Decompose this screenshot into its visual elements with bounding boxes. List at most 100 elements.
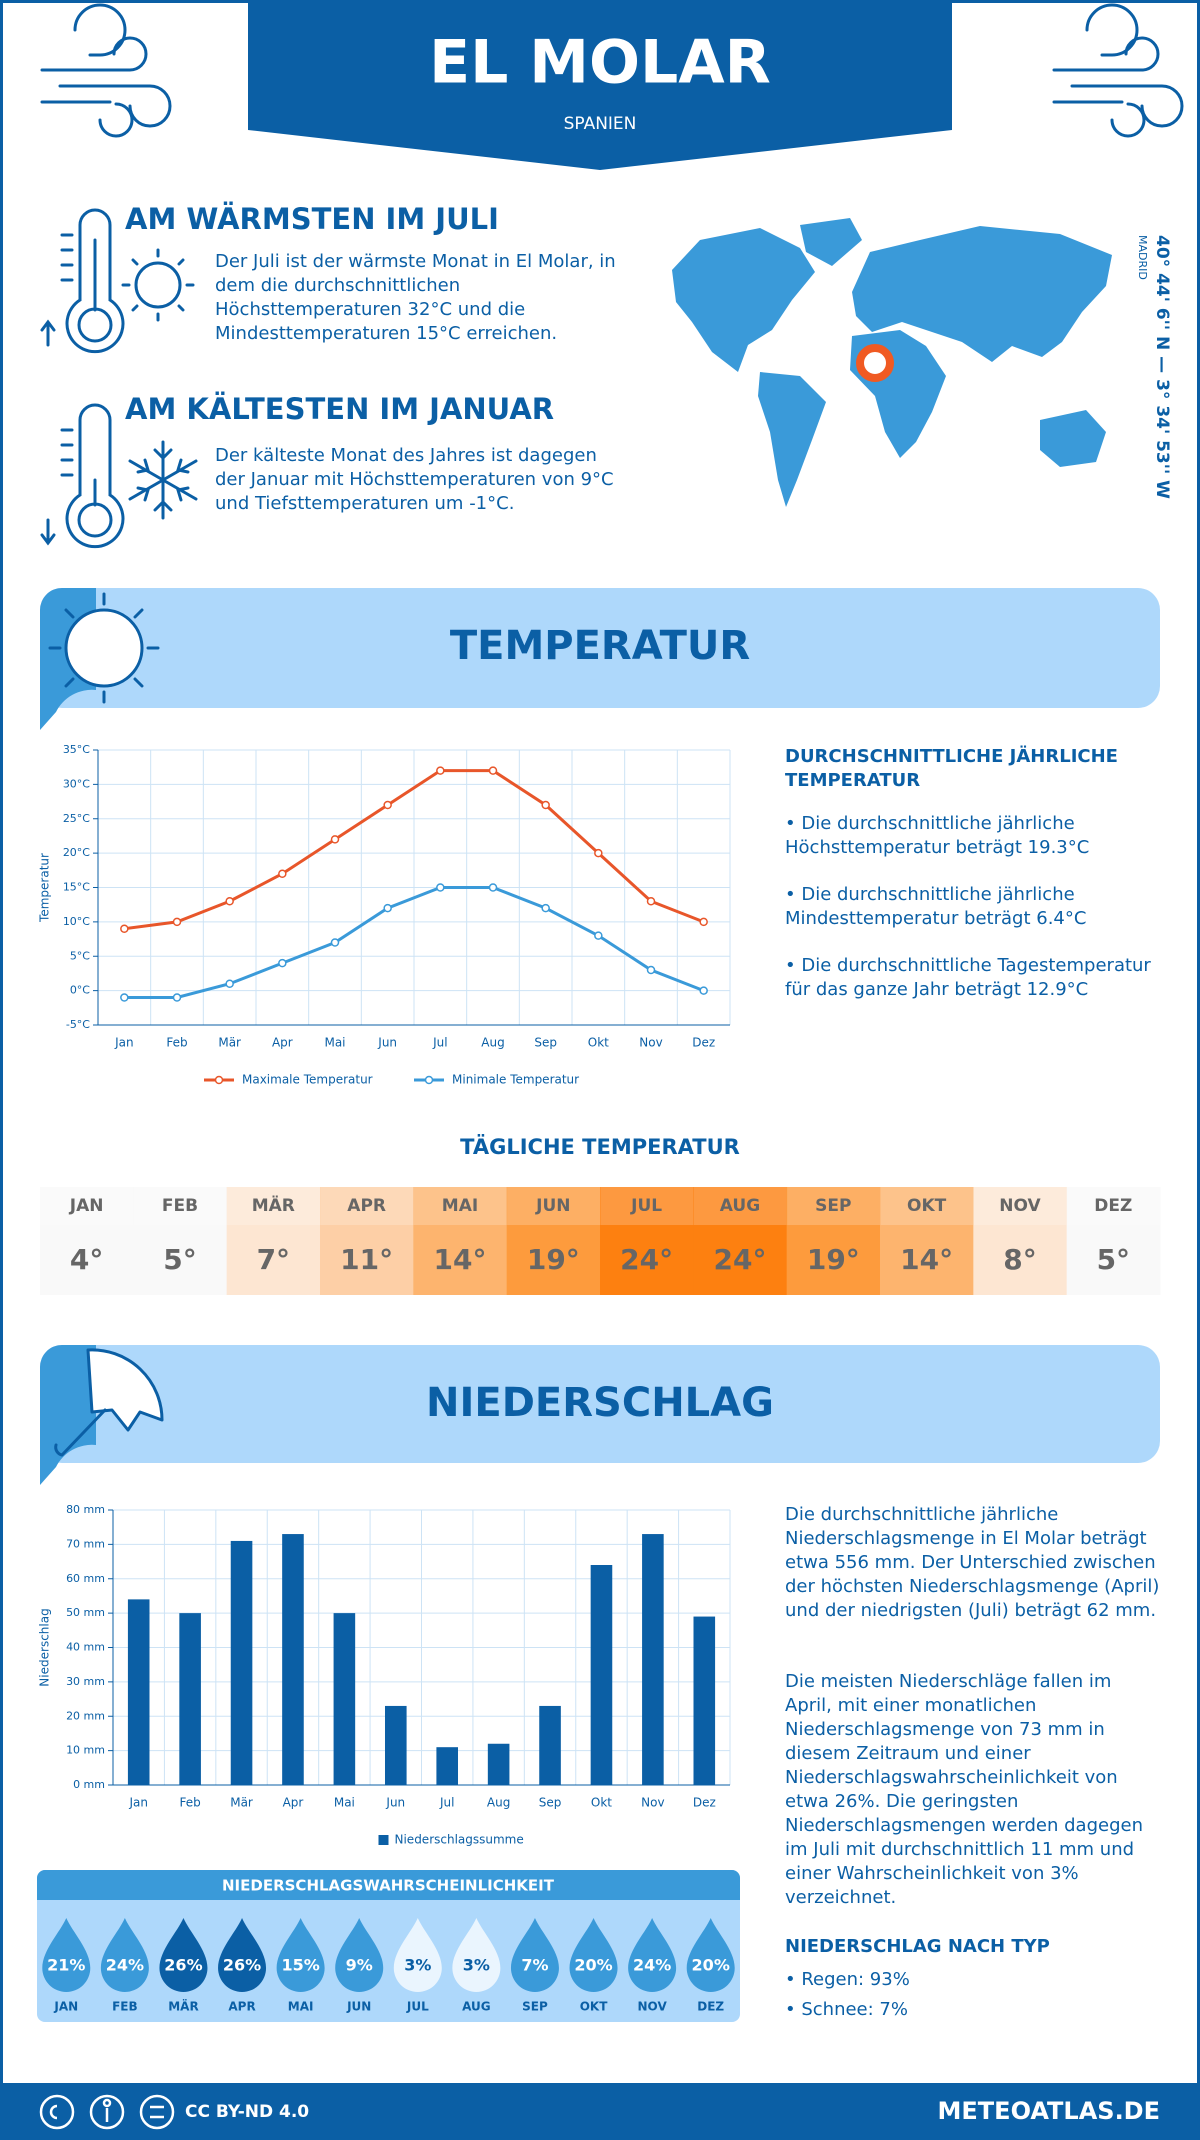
type-heading: NIEDERSCHLAG NACH TYP [785,1936,1050,1957]
annual-item: • Die durchschnittliche jährliche Mindes… [785,884,1087,929]
probability-value: 15% [281,1956,319,1975]
probability-box [37,1870,740,2022]
point [120,993,129,1002]
drop [393,1918,442,1992]
x-tick-label: Jan [128,1796,148,1810]
y-tick-label: 25°C [63,812,90,825]
point [646,897,656,906]
x-tick-label: Nov [639,1036,662,1050]
y-axis-label: Temperatur [38,853,52,923]
x-tick-label: Mai [334,1796,355,1810]
x-tick-label: Mär [218,1036,241,1050]
month-label: OKT [907,1196,947,1216]
value-cell [506,1225,601,1295]
y-tick-label: 80 mm [66,1503,105,1516]
x-tick-label: Apr [272,1036,293,1050]
probability-value: 3% [463,1956,490,1975]
probability-month: JUL [406,2000,429,2014]
month-label: APR [347,1196,386,1216]
y-tick-label: 10°C [63,915,90,928]
x-tick-label: Feb [166,1036,187,1050]
y-tick-label: 30°C [63,777,90,790]
temperature-value: 14° [434,1243,487,1276]
month-label: DEZ [1094,1196,1132,1216]
probability-month: SEP [522,2000,548,2014]
x-tick-label: Apr [283,1796,304,1810]
temperature-value: 24° [620,1243,673,1276]
x-tick-label: Jun [377,1036,397,1050]
value-cell [693,1225,788,1295]
drop [569,1918,618,1992]
thermometer-icon [40,208,125,354]
month-cell [320,1187,414,1225]
probability-value: 26% [223,1956,261,1975]
y-tick-label: 15°C [63,881,90,894]
month-cell [693,1187,788,1225]
point [541,903,550,913]
bar [230,1540,253,1785]
x-tick-label: Okt [588,1036,609,1050]
value-cell [226,1225,321,1295]
drop [335,1918,384,1992]
probability-month: MÄR [168,1999,198,2014]
x-tick-label: Nov [641,1796,664,1810]
y-tick-label: 35°C [63,743,90,756]
legend-label: Niederschlagssumme [395,1833,524,1847]
y-tick-label: 20°C [63,846,90,859]
value-cell [880,1225,974,1295]
value-cell [413,1225,508,1295]
umbrella-icon [54,1348,164,1457]
point [383,903,392,913]
x-tick-label: Jul [439,1796,454,1810]
bar [487,1743,510,1785]
sun-icon [121,248,195,322]
point [436,883,445,892]
month-cell [413,1187,508,1225]
sun-icon [48,592,160,704]
probability-month: FEB [112,2000,138,2014]
region: MADRID [1136,235,1149,280]
month-cell [226,1187,321,1225]
legend-label: Maximale Temperatur [242,1073,373,1087]
drop [276,1918,325,1992]
y-tick-label: 50 mm [66,1606,105,1619]
bar [384,1705,407,1785]
coordinates: 40° 44' 6'' N — 3° 34' 53'' W [1152,235,1172,499]
daily-temperature-title: TÄGLICHE TEMPERATUR [460,1134,740,1159]
value-cell [973,1225,1068,1295]
bar [539,1705,561,1785]
month-cell [1066,1187,1161,1225]
bar [179,1613,201,1785]
snowflake-icon [128,440,198,520]
point [436,766,445,775]
month-label: MAI [442,1196,478,1216]
probability-month: OKT [580,2000,609,2014]
probability-title: NIEDERSCHLAGSWAHRSCHEINLICHKEIT [222,1877,555,1895]
bar [642,1534,664,1785]
title: EL MOLAR [429,28,771,98]
month-cell [786,1187,881,1225]
footer-band [0,2083,1200,2140]
point [699,917,708,927]
legend-swatch [424,1075,434,1085]
probability-month: NOV [638,2000,668,2014]
bar [282,1534,304,1785]
wind-icon [1052,3,1184,138]
probability-value: 20% [692,1956,730,1975]
value-cell [133,1225,228,1295]
drop [100,1918,149,1992]
drop [42,1918,91,1992]
point [594,931,603,940]
x-tick-label: Jul [432,1036,447,1050]
probability-value: 24% [633,1956,671,1975]
probability-value: 20% [574,1956,612,1975]
month-cell [600,1187,694,1225]
value-cell [40,1225,134,1295]
temperature-value: 8° [1003,1243,1036,1276]
point [120,924,129,933]
thermometer-icon [40,403,125,549]
temperature-value: 5° [163,1243,196,1276]
x-tick-label: Aug [487,1796,510,1810]
probability-value: 9% [346,1956,373,1975]
type-item: • Regen: 93% [785,1969,910,1990]
